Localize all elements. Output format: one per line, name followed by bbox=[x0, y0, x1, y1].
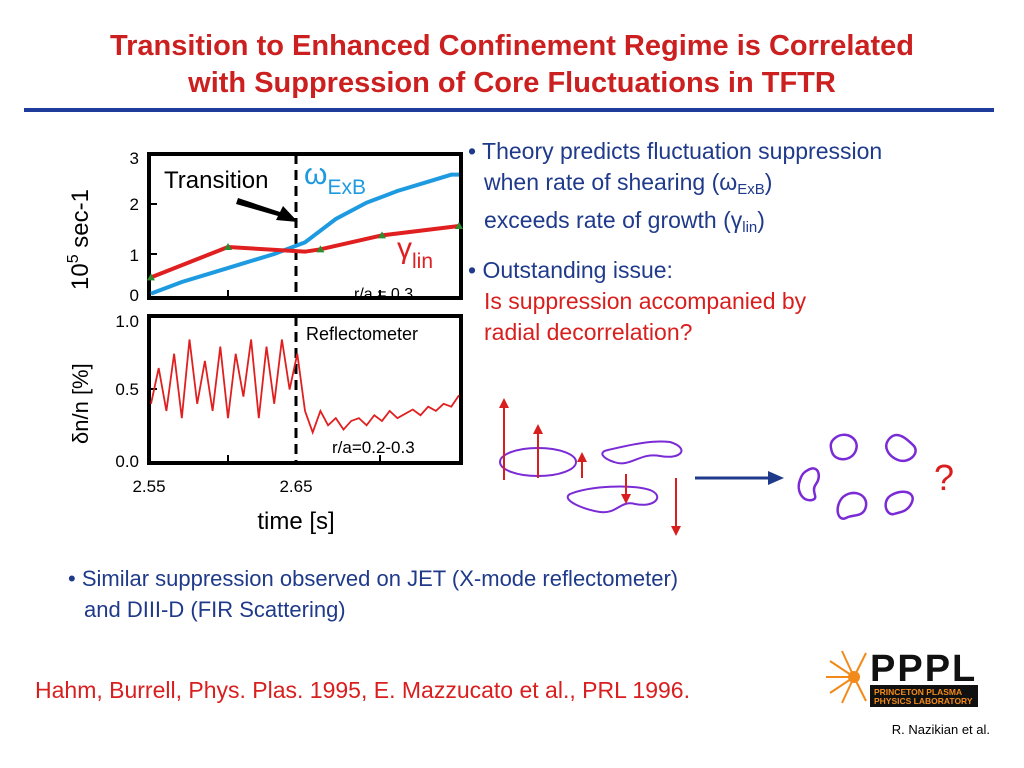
bottom-bullet: • Similar suppression observed on JET (X… bbox=[68, 563, 678, 625]
transition-arrow bbox=[236, 198, 298, 222]
bottom-bullet-line2: and DIII-D (FIR Scattering) bbox=[84, 597, 346, 622]
slide-title: Transition to Enhanced Confinement Regim… bbox=[0, 28, 1024, 102]
bullet-theory-line3: exceeds rate of growth (γlin) bbox=[484, 207, 765, 236]
transition-label: Transition bbox=[164, 167, 268, 194]
top-ylabel: 105 sec-1 bbox=[65, 189, 94, 290]
omega-exb-series bbox=[150, 172, 459, 296]
eddy-lower bbox=[566, 485, 659, 514]
gamma-lin-marker bbox=[378, 231, 386, 239]
logo-core bbox=[848, 671, 860, 683]
red-arrowhead bbox=[671, 526, 681, 536]
bottom-ytick-0.0: 0.0 bbox=[115, 452, 139, 471]
bullet-issue-line1: • Outstanding issue: bbox=[468, 257, 673, 283]
gamma-lin-marker bbox=[455, 222, 463, 229]
bottom-series-group bbox=[150, 339, 460, 436]
top-series-group bbox=[147, 172, 463, 296]
gamma-lin-marker bbox=[147, 273, 155, 281]
bottom-ytick-0.5: 0.5 bbox=[115, 380, 139, 399]
blue-arrowhead bbox=[768, 471, 784, 485]
bottom-radius-label: r/a=0.2-0.3 bbox=[332, 438, 415, 457]
small-eddy-4 bbox=[836, 491, 868, 520]
red-arrowhead bbox=[499, 398, 509, 408]
title-rule bbox=[24, 108, 994, 112]
small-eddy-2 bbox=[885, 433, 917, 463]
bottom-bullet-line1: • Similar suppression observed on JET (X… bbox=[68, 566, 679, 591]
logo-sub1: PRINCETON PLASMA bbox=[874, 687, 962, 697]
top-radius-label: r/a = 0.3 bbox=[354, 286, 413, 303]
citation: Hahm, Burrell, Phys. Plas. 1995, E. Mazz… bbox=[35, 677, 690, 703]
red-arrowhead bbox=[577, 452, 587, 462]
fluctuation-series bbox=[150, 339, 460, 436]
top-ytick-3: 3 bbox=[130, 149, 139, 168]
logo-text: PPPL bbox=[870, 648, 977, 690]
red-arrowhead bbox=[533, 424, 543, 434]
small-eddy-5 bbox=[884, 490, 914, 516]
charts-area: 3 2 1 0 105 sec-1 Transition ωExB γlin r… bbox=[65, 149, 463, 535]
bottom-ylabel: δn/n [%] bbox=[68, 363, 93, 444]
small-eddy-1 bbox=[829, 433, 858, 461]
gamma-lin-marker bbox=[316, 245, 325, 253]
bullet-theory-line2: when rate of shearing (ωExB) bbox=[484, 169, 773, 198]
bullet-theory-line1: • Theory predicts fluctuation suppressio… bbox=[468, 138, 883, 164]
bullet-issue-line3: radial decorrelation? bbox=[484, 319, 693, 345]
logo-sub2: PHYSICS LABORATORY bbox=[874, 696, 973, 706]
reflectometer-label: Reflectometer bbox=[306, 324, 418, 344]
gamma-lin-marker bbox=[224, 243, 232, 250]
decorrelation-diagram: ? bbox=[499, 398, 954, 536]
top-ytick-0: 0 bbox=[130, 286, 139, 305]
question-mark: ? bbox=[934, 457, 954, 498]
bottom-ytick-1.0: 1.0 bbox=[115, 312, 139, 331]
title-line-1: Transition to Enhanced Confinement Regim… bbox=[109, 30, 915, 62]
top-ytick-1: 1 bbox=[130, 246, 139, 265]
top-ytick-2: 2 bbox=[130, 195, 139, 214]
omega-exb-label: ωExB bbox=[304, 158, 366, 199]
eddy-upper-right bbox=[601, 440, 683, 465]
title-line-2: with Suppression of Core Fluctuations in… bbox=[188, 67, 836, 99]
logo-underline bbox=[870, 685, 978, 707]
bottom-xlabel: time [s] bbox=[257, 508, 334, 535]
right-bullets: • Theory predicts fluctuation suppressio… bbox=[468, 136, 1008, 348]
author-credit: R. Nazikian et al. bbox=[891, 722, 990, 737]
bullet-issue-line2: Is suppression accompanied by bbox=[484, 288, 807, 314]
gamma-lin-series bbox=[150, 224, 460, 280]
red-arrowhead bbox=[621, 494, 631, 504]
small-eddy-3 bbox=[797, 467, 820, 502]
pppl-logo: PPPL PRINCETON PLASMA PHYSICS LABORATORY bbox=[826, 648, 978, 707]
bottom-xtick-2.65: 2.65 bbox=[279, 477, 312, 496]
gamma-lin-label: γlin bbox=[397, 232, 433, 273]
bottom-xtick-2.55: 2.55 bbox=[132, 477, 165, 496]
